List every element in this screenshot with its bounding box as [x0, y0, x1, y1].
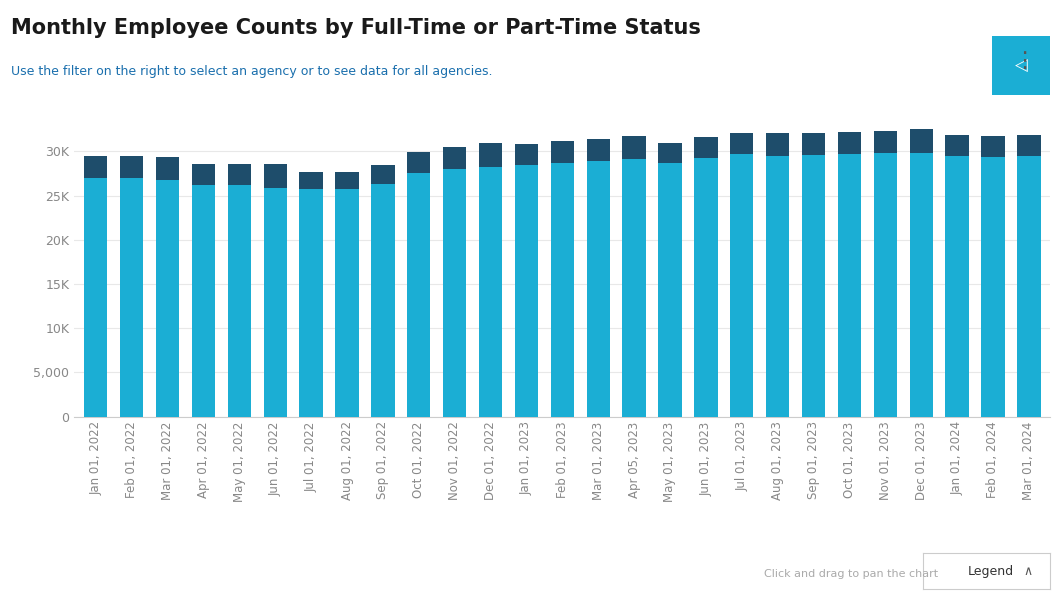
- Text: Legend: Legend: [968, 565, 1013, 578]
- Bar: [299, 171, 323, 189]
- Bar: [120, 178, 143, 416]
- Bar: [838, 132, 862, 154]
- Bar: [623, 136, 646, 159]
- Bar: [730, 133, 753, 154]
- Bar: [658, 163, 681, 416]
- Bar: [551, 140, 574, 163]
- Bar: [156, 180, 179, 416]
- Bar: [909, 129, 933, 153]
- Text: Use the filter on the right to select an agency or to see data for all agencies.: Use the filter on the right to select an…: [11, 65, 492, 79]
- Bar: [192, 185, 215, 416]
- Bar: [299, 189, 323, 416]
- Bar: [371, 165, 395, 184]
- Bar: [192, 164, 215, 185]
- Bar: [228, 185, 251, 416]
- Bar: [443, 147, 467, 169]
- Bar: [407, 173, 431, 416]
- Bar: [587, 161, 610, 416]
- Bar: [479, 143, 502, 167]
- Bar: [156, 156, 179, 180]
- Bar: [802, 155, 825, 416]
- Bar: [873, 153, 897, 416]
- Bar: [623, 159, 646, 416]
- Bar: [1017, 156, 1041, 416]
- Text: ∧: ∧: [1023, 565, 1032, 578]
- Text: Monthly Employee Counts by Full-Time or Part-Time Status: Monthly Employee Counts by Full-Time or …: [11, 18, 700, 38]
- Text: ⋮: ⋮: [1013, 51, 1034, 71]
- Bar: [694, 158, 717, 416]
- Bar: [730, 154, 753, 416]
- Bar: [371, 184, 395, 416]
- Circle shape: [995, 39, 1047, 92]
- Bar: [802, 133, 825, 155]
- Bar: [694, 137, 717, 158]
- Text: ◁: ◁: [1014, 57, 1028, 74]
- Bar: [551, 163, 574, 416]
- Bar: [838, 154, 862, 416]
- Bar: [981, 156, 1005, 416]
- Bar: [443, 169, 467, 416]
- Bar: [766, 156, 789, 416]
- Bar: [263, 164, 286, 187]
- Bar: [766, 133, 789, 156]
- Bar: [945, 156, 969, 416]
- Bar: [84, 178, 107, 416]
- Bar: [228, 164, 251, 185]
- Bar: [335, 189, 359, 416]
- Bar: [873, 131, 897, 153]
- Bar: [263, 187, 286, 416]
- Bar: [1017, 134, 1041, 156]
- Bar: [909, 153, 933, 416]
- Bar: [407, 152, 431, 173]
- Bar: [658, 143, 681, 163]
- Bar: [945, 134, 969, 156]
- Bar: [84, 156, 107, 178]
- Bar: [515, 165, 538, 416]
- Bar: [515, 144, 538, 165]
- Bar: [120, 156, 143, 178]
- Bar: [587, 139, 610, 161]
- Bar: [479, 167, 502, 416]
- Bar: [335, 171, 359, 189]
- Bar: [981, 136, 1005, 156]
- Text: Click and drag to pan the chart: Click and drag to pan the chart: [764, 569, 938, 579]
